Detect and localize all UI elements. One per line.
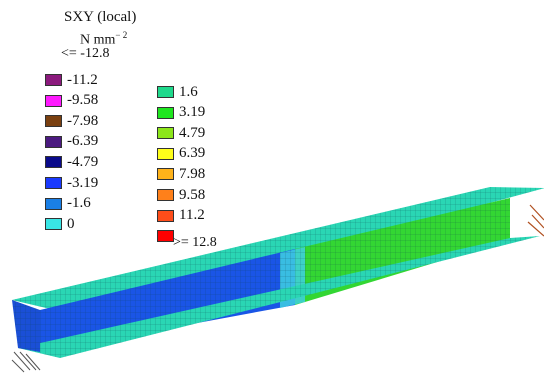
legend-item-label: -1.6 bbox=[67, 195, 91, 212]
legend-swatch bbox=[157, 189, 174, 201]
legend-swatch bbox=[45, 115, 62, 128]
legend-item: 11.2 bbox=[157, 207, 205, 225]
web-mesh bbox=[40, 198, 510, 352]
legend-swatch bbox=[45, 218, 62, 231]
legend-item: -6.39 bbox=[45, 133, 98, 151]
right-support-icon bbox=[527, 204, 544, 237]
legend-item-label: -4.79 bbox=[67, 153, 99, 170]
legend-item-label: 7.98 bbox=[179, 165, 206, 182]
legend-item: 7.98 bbox=[157, 165, 205, 183]
legend-swatch bbox=[45, 197, 62, 210]
legend-swatch bbox=[157, 86, 174, 98]
legend-item-label: 4.79 bbox=[179, 124, 206, 141]
legend-title: SXY (local) bbox=[64, 9, 137, 25]
legend-item: -7.98 bbox=[45, 112, 98, 130]
legend-max-label: >= 12.8 bbox=[173, 235, 217, 250]
legend-item: 6.39 bbox=[157, 145, 205, 163]
legend-swatch bbox=[45, 177, 62, 189]
legend-swatch bbox=[45, 135, 62, 148]
legend-item-label: -3.19 bbox=[67, 174, 99, 191]
legend-swatch bbox=[157, 106, 174, 119]
left-end-face-mesh bbox=[12, 300, 40, 352]
legend-item-label: 1.6 bbox=[179, 83, 198, 100]
legend-item: 4.79 bbox=[157, 124, 205, 142]
legend-item-label: 11.2 bbox=[179, 207, 205, 224]
legend-min-label: <= -12.8 bbox=[61, 46, 110, 61]
top-flange-mesh bbox=[12, 187, 544, 315]
legend-swatch bbox=[157, 230, 174, 243]
legend-swatch bbox=[157, 209, 174, 222]
legend-item-label: -9.58 bbox=[67, 92, 99, 109]
legend-item: 3.19 bbox=[157, 104, 205, 122]
left-support-icon bbox=[11, 351, 41, 373]
legend-item-label: 6.39 bbox=[179, 145, 206, 162]
legend-swatch bbox=[157, 168, 174, 181]
legend-item-label: 0 bbox=[67, 215, 75, 232]
legend-item: -1.6 bbox=[45, 195, 91, 213]
legend-item: 1.6 bbox=[157, 83, 198, 101]
legend-item bbox=[157, 227, 179, 245]
legend-item: -11.2 bbox=[45, 71, 98, 89]
legend-item: -9.58 bbox=[45, 92, 98, 110]
legend-item: -3.19 bbox=[45, 174, 98, 192]
legend-item: 0 bbox=[45, 215, 75, 233]
legend-item-label: -7.98 bbox=[67, 112, 99, 129]
legend-item-label: 9.58 bbox=[179, 186, 206, 203]
legend-swatch bbox=[45, 94, 62, 107]
legend-item-label: -11.2 bbox=[67, 71, 98, 88]
legend-item: -4.79 bbox=[45, 153, 98, 171]
legend-units: N mm− 2 bbox=[80, 30, 128, 48]
bottom-flange-mesh bbox=[18, 236, 540, 358]
legend-swatch bbox=[157, 127, 174, 140]
legend-swatch bbox=[157, 147, 174, 160]
legend-swatch bbox=[45, 74, 62, 86]
legend-item: 9.58 bbox=[157, 186, 205, 204]
legend-item-label: 3.19 bbox=[179, 104, 206, 121]
legend-item-label: -6.39 bbox=[67, 133, 99, 150]
legend-swatch bbox=[45, 156, 62, 169]
